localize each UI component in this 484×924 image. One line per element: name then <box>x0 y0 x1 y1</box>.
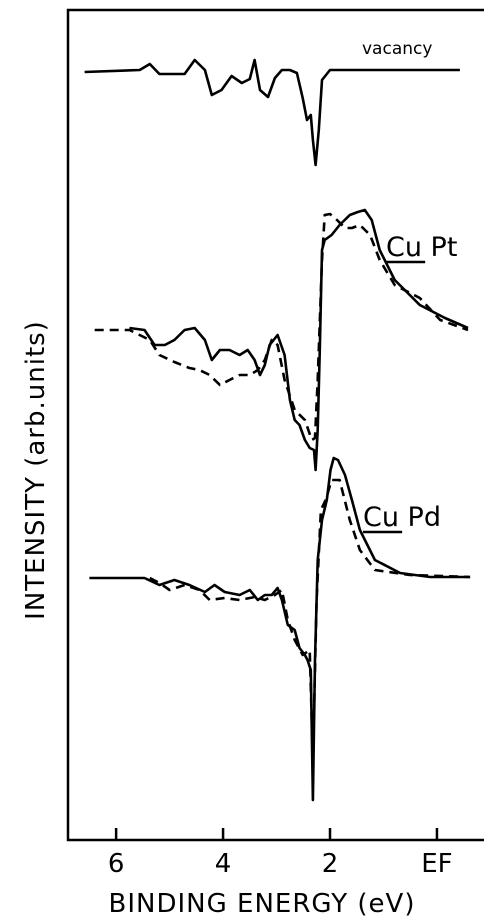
series-line <box>149 478 471 762</box>
series-line <box>84 58 460 167</box>
x-tick-label: 6 <box>108 849 125 879</box>
y-axis-label: INTENSITY (arb.units) <box>21 320 51 620</box>
x-axis-label: BINDING ENERGY (eV) <box>109 889 416 919</box>
series-label: Cu Pd <box>363 502 441 533</box>
axes-frame <box>66 8 484 842</box>
series-label: vacancy <box>362 39 432 59</box>
series-line <box>129 208 469 472</box>
series-line <box>94 212 469 442</box>
series-label: Cu Pt <box>386 232 457 263</box>
x-tick-label: EF <box>421 849 452 879</box>
x-tick-label: 4 <box>215 849 232 879</box>
x-tick-label: 2 <box>322 849 339 879</box>
